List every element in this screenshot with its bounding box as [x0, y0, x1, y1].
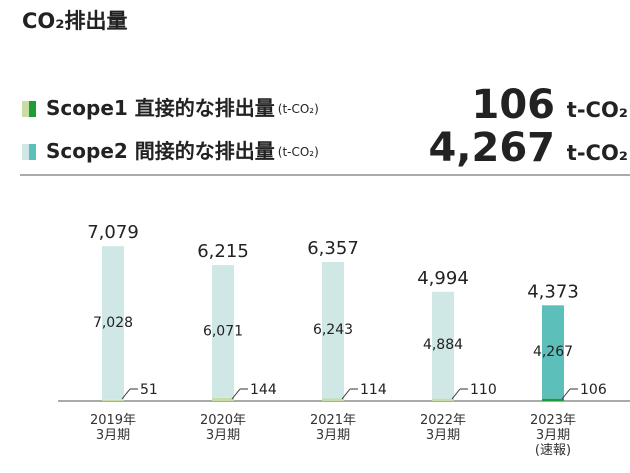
- data-label: 4,267: [533, 344, 573, 360]
- legend-swatch: [22, 101, 29, 117]
- data-label: 114: [360, 382, 387, 398]
- bar-segment: [542, 305, 564, 399]
- data-label: 4,884: [423, 337, 463, 353]
- legend-label: Scope2 間接的な排出量 (t-CO₂): [46, 139, 319, 163]
- legend-label: Scope1 直接的な排出量 (t-CO₂): [46, 96, 319, 120]
- headline-unit: t-CO₂: [567, 98, 628, 122]
- total-label: 6,215: [197, 241, 249, 262]
- headline-value: 106: [472, 82, 556, 128]
- chart-title: CO₂排出量: [22, 9, 127, 33]
- x-tick-label: 2019年 3月期: [89, 413, 137, 443]
- bar-segment: [432, 398, 454, 401]
- bar-segment: [322, 398, 344, 401]
- leader-line: [451, 388, 461, 400]
- data-label: 106: [580, 382, 607, 398]
- x-tick-label: 2022年 3月期: [419, 413, 467, 443]
- legend-swatch: [29, 144, 36, 160]
- data-label: 110: [470, 382, 497, 398]
- data-label: 6,071: [203, 323, 243, 339]
- total-label: 7,079: [87, 222, 139, 243]
- legend-name: Scope2 間接的な排出量: [46, 139, 275, 163]
- legend-swatch: [22, 144, 29, 160]
- data-label: 6,243: [313, 322, 353, 338]
- legend-unit: (t-CO₂): [278, 102, 319, 116]
- legend-swatch: [29, 101, 36, 117]
- headline-unit: t-CO₂: [567, 141, 628, 165]
- leader-line: [121, 388, 131, 400]
- bar-segment: [102, 399, 124, 401]
- leader-line: [231, 388, 241, 400]
- data-label: 144: [250, 382, 277, 398]
- x-tick-label: 2021年 3月期: [309, 413, 357, 443]
- total-label: 6,357: [307, 238, 359, 259]
- x-tick-label: 2023年 3月期 (速報): [529, 413, 577, 458]
- x-tick-label: 2020年 3月期: [199, 413, 247, 443]
- data-label: 51: [140, 382, 158, 398]
- bar-segment: [542, 398, 564, 401]
- bar-segment: [432, 291, 454, 399]
- bar-segment: [212, 397, 234, 401]
- total-label: 4,373: [527, 281, 579, 302]
- leader-line: [341, 388, 351, 400]
- legend-unit: (t-CO₂): [278, 145, 319, 159]
- bar-segment: [212, 265, 234, 398]
- headline-value: 4,267: [428, 125, 555, 171]
- bar-segment: [322, 261, 344, 399]
- data-label: 7,028: [93, 315, 133, 331]
- leader-line: [561, 388, 571, 400]
- bar-segment: [102, 246, 124, 400]
- legend-name: Scope1 直接的な排出量: [46, 96, 275, 120]
- total-label: 4,994: [417, 268, 469, 289]
